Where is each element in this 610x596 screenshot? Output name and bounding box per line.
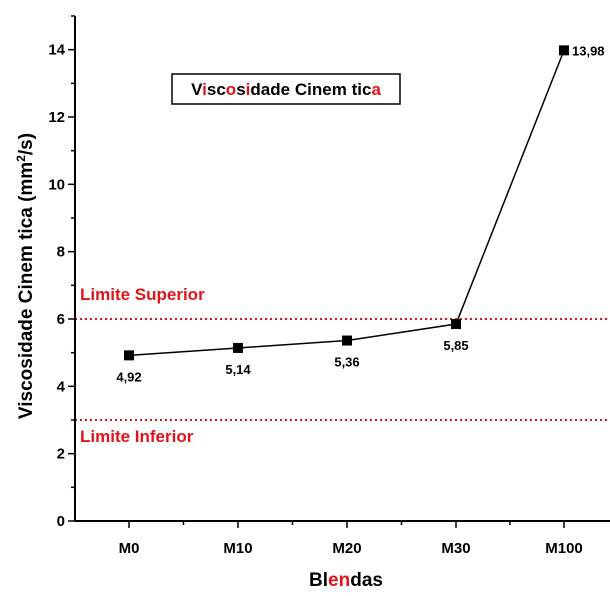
data-label: 4,92 — [116, 369, 141, 384]
y-tick-label: 2 — [57, 446, 65, 463]
data-label: 13,98 — [572, 43, 605, 58]
x-tick-label: M10 — [223, 540, 252, 557]
y-tick-label: 14 — [48, 42, 65, 59]
legend-box — [171, 73, 401, 105]
data-point — [342, 335, 352, 346]
reference-label: Limite Superior — [80, 285, 205, 304]
legend-label: Viscosidade Cinem tica — [191, 80, 381, 99]
data-label: 5,36 — [334, 355, 359, 370]
data-point — [124, 350, 134, 361]
data-point — [451, 319, 461, 330]
y-tick-label: 10 — [48, 176, 65, 193]
axes: 0 2 4 6 8 10 12 14 M0 M10 M20 M30 M100 — [48, 15, 610, 557]
data-point — [233, 342, 243, 353]
y-tick-label: 8 — [57, 244, 65, 261]
legend: Viscosidade Cinem tica — [171, 73, 401, 105]
y-tick-label: 0 — [57, 513, 65, 530]
x-axis-title: Blendas — [309, 570, 383, 591]
y-tick-label: 4 — [57, 378, 66, 395]
x-tick-label: M100 — [545, 540, 583, 557]
y-tick-label: 6 — [57, 311, 65, 328]
x-tick-label: M0 — [119, 540, 140, 557]
data-label: 5,85 — [443, 338, 468, 353]
data-point — [559, 45, 569, 56]
y-tick-label: 12 — [48, 109, 65, 126]
x-tick-label: M30 — [441, 540, 470, 557]
reference-label: Limite Inferior — [80, 427, 194, 446]
data-series: 4,92 5,14 5,36 5,85 13,98 — [116, 43, 604, 384]
x-tick-label: M20 — [332, 540, 361, 557]
data-label: 5,14 — [225, 362, 251, 377]
reference-lines: Limite Superior Limite Inferior — [75, 285, 610, 446]
y-axis-title: Viscosidade Cinem tica (mm2/s) — [14, 133, 37, 419]
